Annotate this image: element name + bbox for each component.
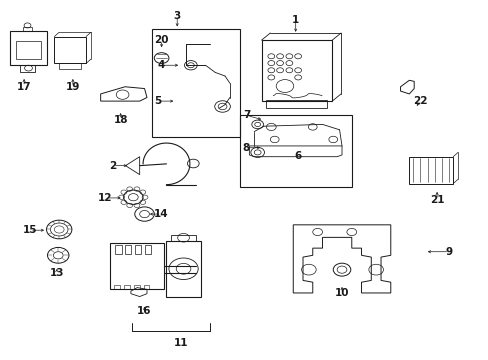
Bar (143, 285, 149, 289)
Bar (20, 64, 35, 72)
Bar (408, 157, 452, 184)
Bar (114, 285, 120, 289)
Bar (134, 285, 140, 289)
Text: 16: 16 (137, 306, 151, 316)
Bar (239, 116, 351, 187)
Text: 21: 21 (429, 195, 444, 205)
Bar (261, 40, 331, 101)
Text: 20: 20 (154, 35, 168, 45)
Text: 4: 4 (158, 60, 165, 70)
Text: 9: 9 (445, 247, 452, 257)
Bar (54, 37, 86, 63)
Text: 22: 22 (412, 96, 427, 106)
Text: 13: 13 (49, 268, 64, 278)
Bar (152, 30, 239, 137)
Bar (171, 234, 195, 241)
Text: 12: 12 (98, 193, 113, 203)
Text: 11: 11 (174, 338, 188, 348)
Text: 19: 19 (65, 82, 80, 92)
Bar (10, 31, 47, 65)
Bar (115, 244, 122, 253)
Bar (166, 241, 200, 297)
Text: 18: 18 (113, 115, 128, 125)
Bar (266, 100, 327, 108)
Bar (16, 41, 41, 59)
Text: 3: 3 (173, 11, 181, 21)
Bar (59, 63, 81, 69)
Bar (124, 285, 130, 289)
Text: 14: 14 (154, 209, 168, 219)
Bar (125, 244, 131, 253)
Bar (110, 243, 163, 289)
Text: 8: 8 (242, 143, 249, 153)
Bar (22, 27, 32, 31)
Text: 15: 15 (22, 225, 37, 235)
Text: 17: 17 (17, 82, 31, 92)
Text: 7: 7 (243, 111, 250, 121)
Text: 2: 2 (109, 161, 116, 171)
Text: 1: 1 (291, 15, 299, 26)
Bar (135, 244, 141, 253)
Text: 5: 5 (154, 96, 161, 106)
Text: 6: 6 (294, 151, 301, 161)
Text: 10: 10 (334, 288, 348, 298)
Bar (144, 244, 151, 253)
